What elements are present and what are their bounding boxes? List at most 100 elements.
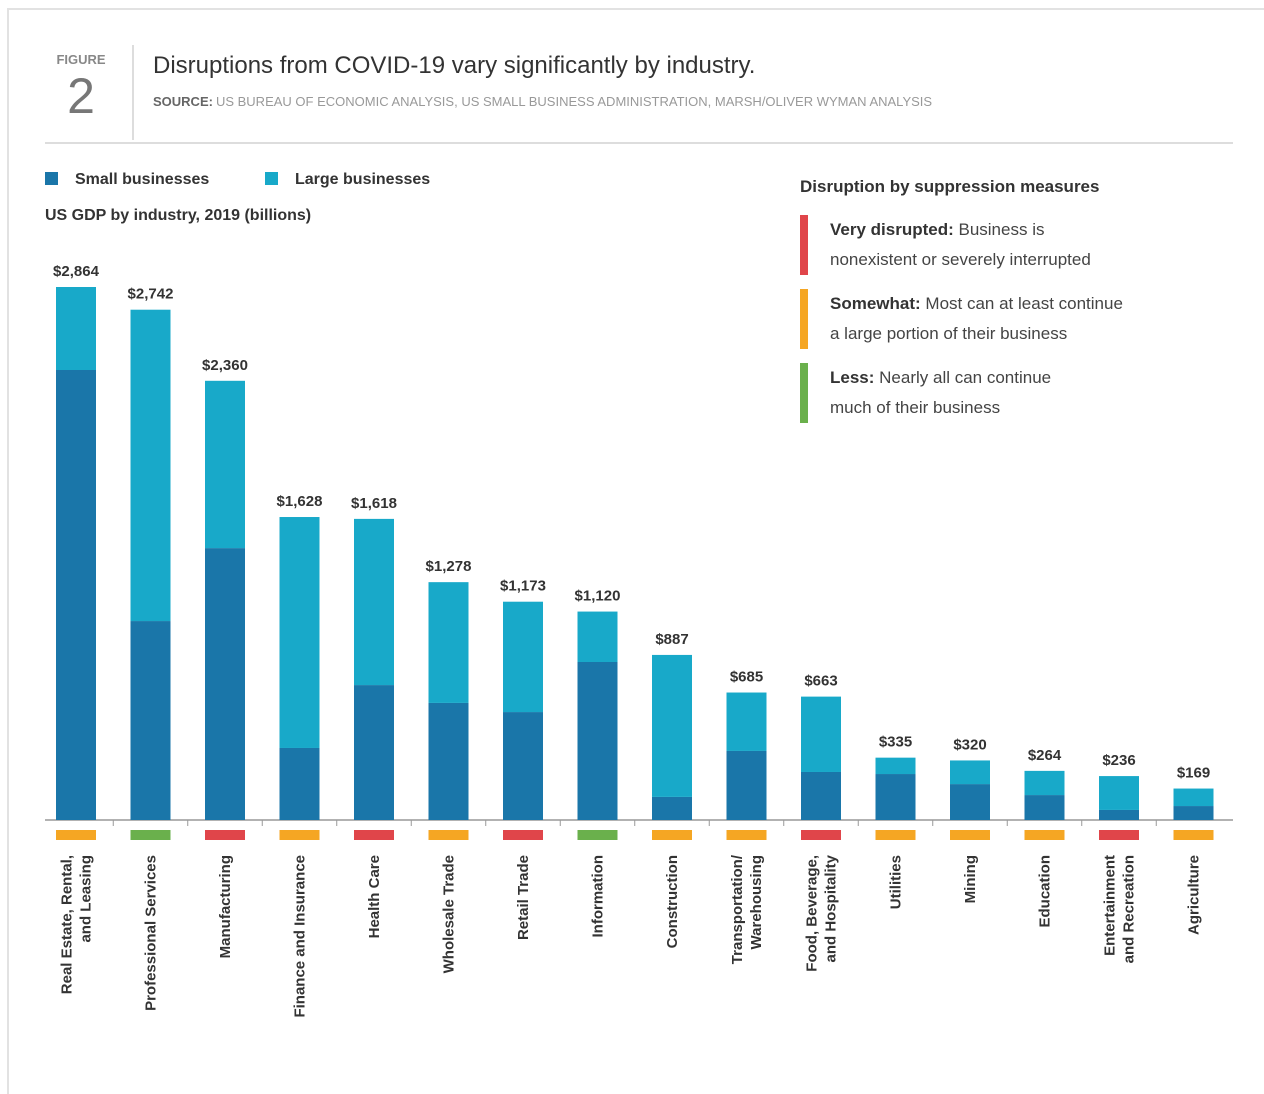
- value-label: $1,628: [277, 493, 323, 510]
- x-tick-label: Information: [590, 855, 607, 938]
- label-line: Real Estate, Rental,: [59, 855, 76, 994]
- bar-segment: [130, 621, 171, 820]
- legend-term: Less:: [830, 368, 875, 387]
- label-line: Wholesale Trade: [441, 855, 458, 973]
- x-tick-label: Real Estate, Rental, and Leasing: [59, 855, 95, 994]
- value-label: $169: [1177, 765, 1210, 782]
- label-line: Warehousing: [748, 855, 765, 949]
- x-tick-label: Health Care: [366, 855, 383, 938]
- x-tick-label: Construction: [664, 855, 681, 948]
- bar-segment: [801, 696, 841, 772]
- label-line: Entertainment: [1102, 855, 1119, 956]
- label-line: Utilities: [888, 855, 905, 909]
- bar-segment: [577, 661, 618, 820]
- bar-segment: [1099, 809, 1139, 820]
- value-label: $264: [1028, 747, 1062, 764]
- bar-segment: [56, 287, 96, 371]
- label-line: Health Care: [366, 855, 383, 938]
- bar-segment: [279, 747, 320, 820]
- y-label: US GDP by industry, 2019 (billions): [45, 207, 311, 224]
- disruption-legend-item: Less: Nearly all can continue much of th…: [800, 363, 1051, 423]
- legend-label: Small businesses: [75, 171, 209, 188]
- label-line: Mining: [962, 855, 979, 903]
- bar-segment: [428, 702, 469, 820]
- bar-segment: [577, 611, 618, 662]
- value-label: $335: [879, 734, 912, 751]
- bar-segment: [279, 517, 320, 748]
- x-tick-label: Retail Trade: [515, 855, 532, 940]
- bar-segment: [205, 548, 245, 820]
- label-line: Retail Trade: [515, 855, 532, 940]
- legend-description: Business is nonexistent or severely inte…: [830, 220, 1091, 269]
- bar-segment: [354, 518, 394, 686]
- value-label: $2,742: [128, 286, 174, 303]
- source-text: US BUREAU OF ECONOMIC ANALYSIS, US SMALL…: [216, 94, 932, 109]
- label-line: Professional Services: [143, 855, 160, 1011]
- value-label: $2,864: [53, 263, 100, 280]
- value-label: $663: [804, 673, 837, 690]
- legend-description: Nearly all can continue much of their bu…: [830, 368, 1052, 417]
- disruption-marker: [130, 830, 171, 840]
- x-tick-label: Education: [1037, 855, 1054, 928]
- disruption-marker: [1024, 830, 1065, 840]
- bar-segment: [1173, 788, 1214, 807]
- x-tick-label: Transportation/Warehousing: [729, 854, 765, 964]
- bar-segment: [875, 757, 916, 775]
- disruption-marker: [503, 830, 543, 840]
- bar-segment: [1099, 776, 1139, 810]
- value-label: $685: [730, 669, 763, 686]
- bar-segment: [726, 692, 767, 751]
- disruption-marker: [950, 830, 990, 840]
- value-label: $320: [953, 736, 986, 753]
- x-tick-label: Professional Services: [143, 855, 160, 1011]
- label-line: and Recreation: [1121, 855, 1138, 963]
- value-label: $236: [1102, 752, 1135, 769]
- chart-title: Disruptions from COVID-19 vary significa…: [153, 52, 755, 79]
- disruption-marker: [428, 830, 469, 840]
- disruption-legend-item: Somewhat: Most can at least continue a l…: [800, 289, 1123, 349]
- x-tick-label: Agriculture: [1186, 855, 1203, 935]
- value-label: $2,360: [202, 357, 248, 374]
- disruption-marker: [1173, 830, 1214, 840]
- bar-segment: [875, 774, 916, 820]
- x-tick-label: Entertainment and Recreation: [1102, 855, 1138, 963]
- legend-swatch: [265, 172, 278, 185]
- disruption-marker: [1099, 830, 1139, 840]
- bar-segment: [205, 380, 245, 549]
- bar-segment: [1024, 770, 1065, 796]
- disruption-marker: [56, 830, 96, 840]
- x-tick-label: Wholesale Trade: [441, 855, 458, 973]
- bar-segment: [1173, 806, 1214, 820]
- label-line: Manufacturing: [217, 855, 234, 958]
- label-line: Agriculture: [1186, 855, 1203, 935]
- bar-segment: [726, 750, 767, 820]
- legend-term: Very disrupted:: [830, 220, 954, 239]
- bar-segment: [950, 760, 990, 785]
- legend-title: Disruption by suppression measures: [800, 177, 1099, 196]
- x-tick-label: Utilities: [888, 855, 905, 909]
- label-line: Construction: [664, 855, 681, 948]
- legend-description: Most can at least continue a large porti…: [830, 294, 1123, 343]
- disruption-marker: [801, 830, 841, 840]
- disruption-legend-item: Very disrupted: Business is nonexistent …: [800, 215, 1091, 275]
- x-tick-label: Manufacturing: [217, 855, 234, 958]
- bar-segment: [652, 654, 692, 797]
- label-line: Information: [590, 855, 607, 938]
- value-label: $1,120: [575, 588, 621, 605]
- bar-segment: [801, 771, 841, 820]
- disruption-marker: [354, 830, 394, 840]
- value-label: $1,278: [426, 558, 472, 575]
- disruption-marker: [726, 830, 767, 840]
- label-line: Food, Beverage,: [804, 855, 821, 972]
- disruption-marker: [652, 830, 692, 840]
- legend-term: Somewhat:: [830, 294, 921, 313]
- x-tick-label: Finance and Insurance: [292, 855, 309, 1018]
- label-line: and Hospitality: [823, 854, 840, 962]
- x-tick-label: Mining: [962, 855, 979, 903]
- disruption-marker: [205, 830, 245, 840]
- bar-segment: [1024, 795, 1065, 820]
- value-label: $887: [655, 631, 688, 648]
- figure-label: FIGURE: [56, 52, 105, 67]
